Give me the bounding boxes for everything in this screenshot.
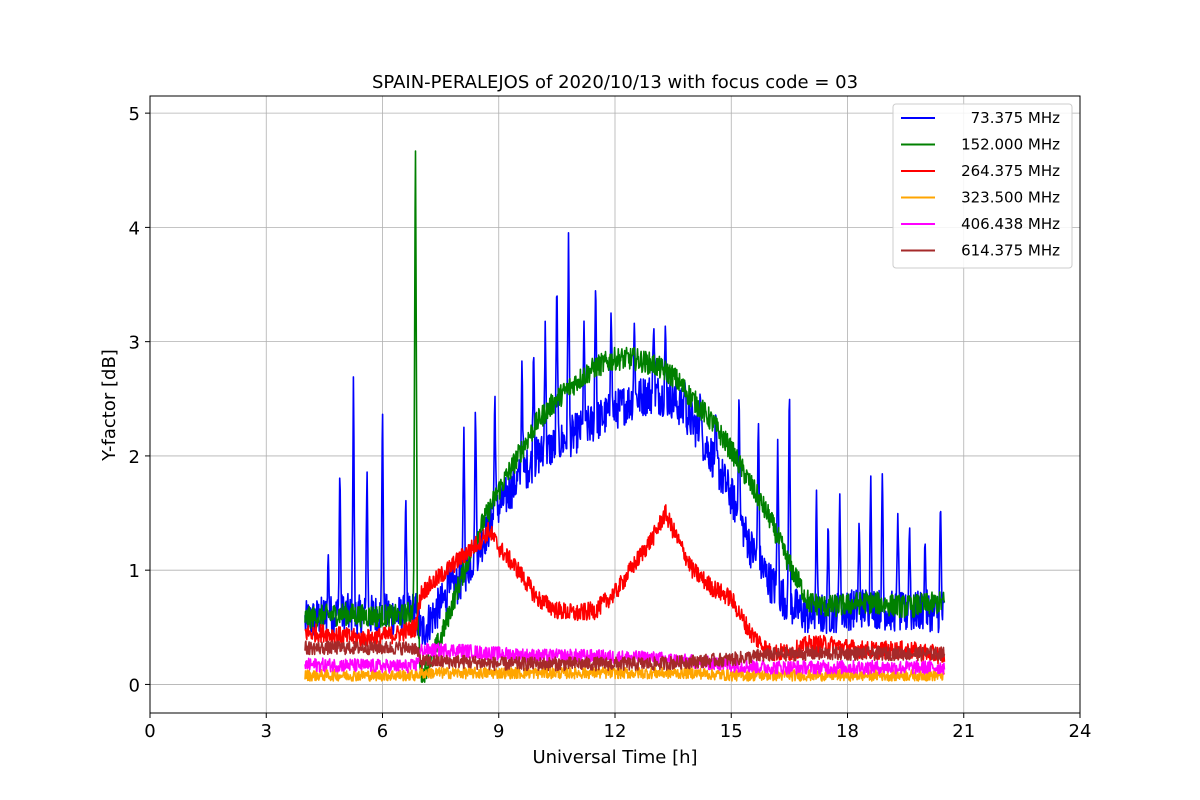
y-tick-label: 4 [129,218,140,239]
legend-label: 73.375 MHz [971,109,1060,127]
legend-label: 264.375 MHz [961,162,1060,180]
y-axis-label: Y-factor [dB] [99,349,120,462]
x-tick-label: 9 [493,721,504,742]
y-tick-label: 5 [129,104,140,125]
x-tick-label: 15 [720,721,743,742]
x-tick-label: 24 [1069,721,1092,742]
legend-label: 406.438 MHz [961,215,1060,233]
y-tick-label: 3 [129,333,140,354]
legend-label: 323.500 MHz [961,189,1060,207]
x-tick-label: 12 [604,721,627,742]
x-axis-label: Universal Time [h] [532,747,697,768]
series-line [304,640,946,672]
series-line [304,504,946,665]
series-line [304,666,946,682]
y-tick-label: 1 [129,561,140,582]
legend-box [892,103,1073,269]
x-tick-label: 0 [144,721,155,742]
legend-label: 152.000 MHz [961,136,1060,154]
x-tick-label: 3 [261,721,272,742]
y-tick-label: 2 [129,447,140,468]
series-line [304,150,946,683]
x-tick-label: 18 [836,721,859,742]
legend-label: 614.375 MHz [961,242,1060,260]
y-tick-label: 0 [129,675,140,696]
legend: 73.375 MHz 152.000 MHz 264.375 MHz 323.500 … [892,103,1073,269]
chart-title: SPAIN-PERALEJOS of 2020/10/13 with focus… [372,72,858,93]
x-tick-label: 6 [377,721,388,742]
x-tick-label: 21 [952,721,975,742]
